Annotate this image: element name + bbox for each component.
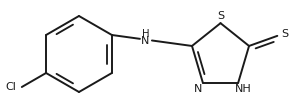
Text: NH: NH — [235, 84, 252, 94]
Text: Cl: Cl — [5, 82, 16, 92]
Text: N: N — [141, 36, 150, 46]
Text: H: H — [142, 29, 149, 39]
Text: S: S — [217, 11, 224, 21]
Text: S: S — [282, 29, 289, 39]
Text: N: N — [194, 84, 202, 94]
